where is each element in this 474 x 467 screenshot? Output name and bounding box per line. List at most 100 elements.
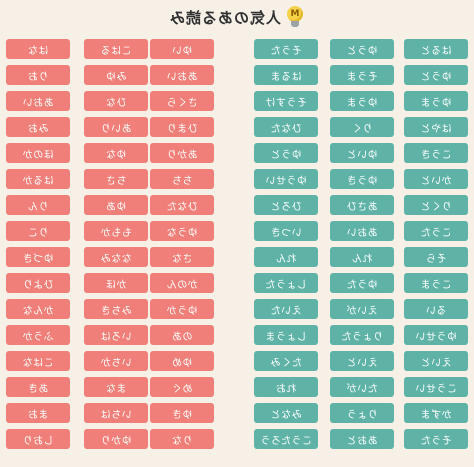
name-chip[interactable]: ゆいと bbox=[330, 143, 394, 163]
name-chip[interactable]: ひより bbox=[6, 273, 70, 293]
name-chip[interactable]: みなと bbox=[254, 403, 318, 423]
name-chip[interactable]: れん bbox=[330, 247, 394, 267]
name-chip[interactable]: えいと bbox=[330, 351, 394, 371]
name-chip[interactable]: しょうた bbox=[254, 273, 318, 293]
name-chip[interactable]: りく bbox=[330, 117, 394, 137]
name-chip[interactable]: こうたろう bbox=[254, 429, 318, 449]
name-chip[interactable]: ゆうか bbox=[150, 299, 214, 319]
name-chip[interactable]: さくら bbox=[150, 91, 214, 111]
name-chip[interactable]: たくみ bbox=[254, 351, 318, 371]
name-chip[interactable]: ひろと bbox=[254, 195, 318, 215]
column-6: はるとゆうとゆうまはやとこうきかいとりくとこうたそらこうまるいゆうせいえいとこう… bbox=[404, 39, 468, 449]
name-chip[interactable]: ゆうた bbox=[330, 273, 394, 293]
name-chip[interactable]: ゆかり bbox=[84, 429, 148, 449]
name-chip[interactable]: そら bbox=[404, 247, 468, 267]
name-chip[interactable]: しょうま bbox=[254, 325, 318, 345]
name-chip[interactable]: のあ bbox=[150, 325, 214, 345]
name-chip[interactable]: ゆうな bbox=[150, 221, 214, 241]
name-chip[interactable]: そうすけ bbox=[254, 91, 318, 111]
lightbulb-icon: M bbox=[285, 6, 305, 28]
name-chip[interactable]: みちき bbox=[84, 299, 148, 319]
name-chip[interactable]: ちち bbox=[150, 169, 214, 189]
name-chip[interactable]: ゆうと bbox=[254, 143, 318, 163]
name-chip[interactable]: はやと bbox=[404, 117, 468, 137]
name-chip[interactable]: あいり bbox=[84, 117, 148, 137]
name-chip[interactable]: ちさ bbox=[84, 169, 148, 189]
name-chip[interactable]: はな bbox=[6, 39, 70, 59]
name-chip[interactable]: あおと bbox=[330, 429, 394, 449]
name-chip[interactable]: ほのか bbox=[6, 143, 70, 163]
name-chip[interactable]: りょうた bbox=[330, 325, 394, 345]
name-chip[interactable]: ななみ bbox=[84, 247, 148, 267]
name-chip[interactable]: こうま bbox=[404, 273, 468, 293]
name-chip[interactable]: ゆい bbox=[150, 39, 214, 59]
name-chip[interactable]: りん bbox=[6, 195, 70, 215]
name-chip[interactable]: ひなた bbox=[150, 195, 214, 215]
name-chip[interactable]: ゆうと bbox=[330, 39, 394, 59]
name-chip[interactable]: ももか bbox=[84, 221, 148, 241]
name-chip[interactable]: こはる bbox=[84, 39, 148, 59]
name-chip[interactable]: かほ bbox=[84, 273, 148, 293]
name-chip[interactable]: りな bbox=[150, 429, 214, 449]
name-chip[interactable]: まな bbox=[84, 377, 148, 397]
name-chip[interactable]: こはな bbox=[6, 351, 70, 371]
name-chip[interactable]: ゆき bbox=[150, 403, 214, 423]
name-chip[interactable]: ゆづき bbox=[6, 247, 70, 267]
name-chip[interactable]: こうき bbox=[404, 143, 468, 163]
column-4: そうたはるまそうすけひなたゆうとゆうせいひろといつきれんしょうたえいたしょうまた… bbox=[254, 39, 318, 449]
name-chip[interactable]: みゆ bbox=[84, 65, 148, 85]
name-chip[interactable]: えいと bbox=[404, 351, 468, 371]
name-chip[interactable]: ゆうせい bbox=[404, 325, 468, 345]
name-chip[interactable]: はるま bbox=[254, 65, 318, 85]
name-chip[interactable]: こうせい bbox=[404, 377, 468, 397]
name-chip[interactable]: そうま bbox=[330, 65, 394, 85]
name-chip[interactable]: ゆうま bbox=[330, 91, 394, 111]
name-chip[interactable]: いちは bbox=[84, 403, 148, 423]
name-chip[interactable]: あおい bbox=[150, 65, 214, 85]
name-chip[interactable]: たいが bbox=[330, 377, 394, 397]
name-chip[interactable]: ひな bbox=[84, 91, 148, 111]
name-chip[interactable]: りこ bbox=[6, 221, 70, 241]
name-chip[interactable]: みお bbox=[6, 117, 70, 137]
name-chip[interactable]: かいと bbox=[404, 169, 468, 189]
name-chip[interactable]: はるか bbox=[6, 169, 70, 189]
name-chip[interactable]: まお bbox=[6, 403, 70, 423]
name-chip[interactable]: あき bbox=[6, 377, 70, 397]
header: 人気のある読み M bbox=[0, 0, 474, 34]
name-chip[interactable]: そうた bbox=[254, 39, 318, 59]
name-chip[interactable]: かんな bbox=[6, 299, 70, 319]
name-chip[interactable]: りお bbox=[6, 65, 70, 85]
name-chip[interactable]: あかり bbox=[150, 143, 214, 163]
name-chip[interactable]: いろは bbox=[84, 325, 148, 345]
name-chip[interactable]: ゆめ bbox=[150, 351, 214, 371]
name-chip[interactable]: ゆな bbox=[84, 143, 148, 163]
name-chip[interactable]: ゆうき bbox=[330, 169, 394, 189]
name-chip[interactable]: そうた bbox=[404, 429, 468, 449]
name-chip[interactable]: しおり bbox=[6, 429, 70, 449]
name-chip[interactable]: りくと bbox=[404, 195, 468, 215]
name-chip[interactable]: るい bbox=[404, 299, 468, 319]
name-chip[interactable]: あおい bbox=[6, 91, 70, 111]
name-chip[interactable]: れん bbox=[254, 247, 318, 267]
name-chip[interactable]: めぐ bbox=[150, 377, 214, 397]
name-chip[interactable]: あおい bbox=[330, 221, 394, 241]
name-chip[interactable]: ゆうせい bbox=[254, 169, 318, 189]
name-chip[interactable]: あさひ bbox=[330, 195, 394, 215]
name-chip[interactable]: ゆうと bbox=[404, 65, 468, 85]
name-chip[interactable]: かのん bbox=[150, 273, 214, 293]
name-chip[interactable]: ひまり bbox=[150, 117, 214, 137]
name-chip[interactable]: ふうか bbox=[6, 325, 70, 345]
name-chip[interactable]: さな bbox=[150, 247, 214, 267]
name-chip[interactable]: れお bbox=[254, 377, 318, 397]
name-chip[interactable]: えいた bbox=[254, 299, 318, 319]
name-chip[interactable]: ひなた bbox=[254, 117, 318, 137]
name-chip[interactable]: りょう bbox=[330, 403, 394, 423]
name-chip[interactable]: ゆあ bbox=[84, 195, 148, 215]
name-chip[interactable]: ゆうま bbox=[404, 91, 468, 111]
name-chip[interactable]: いちか bbox=[84, 351, 148, 371]
name-chip[interactable]: こうた bbox=[404, 221, 468, 241]
name-chip[interactable]: はると bbox=[404, 39, 468, 59]
name-chip[interactable]: えいが bbox=[330, 299, 394, 319]
name-chip[interactable]: かずま bbox=[404, 403, 468, 423]
name-chip[interactable]: いつき bbox=[254, 221, 318, 241]
